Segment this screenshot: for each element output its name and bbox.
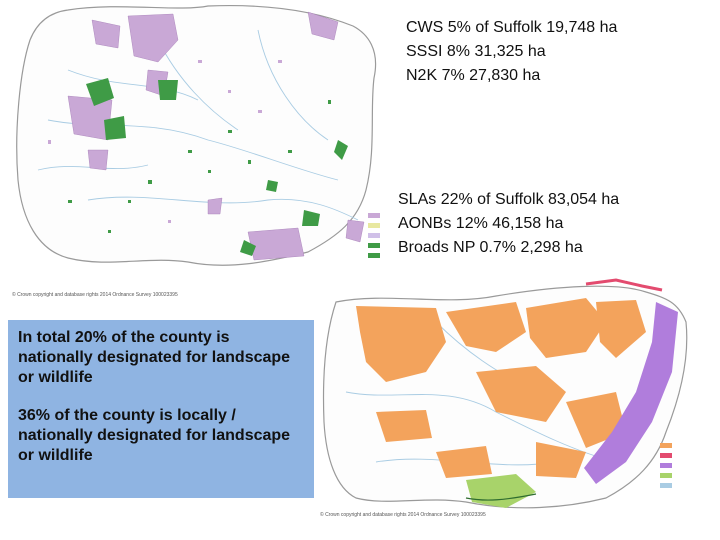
stat-slas: SLAs 22% of Suffolk 83,054 ha: [398, 191, 620, 208]
broads-edge-river: [465, 493, 537, 501]
wildlife-designations-map: [16, 4, 377, 266]
aonb-areas: [584, 302, 678, 484]
sssi-sites: [86, 78, 348, 256]
wildlife-stats: CWS 5% of Suffolk 19,748 ha SSSI 8% 31,3…: [406, 16, 617, 88]
summary-national: In total 20% of the county is nationally…: [18, 329, 291, 386]
landscape-designations-map: [322, 278, 688, 509]
landscape-stats: SLAs 22% of Suffolk 83,054 ha AONBs 12% …: [398, 188, 619, 260]
map-legend-bottom: [660, 440, 674, 490]
summary-local-national: 36% of the county is locally / nationall…: [18, 407, 291, 464]
broads-edge: [585, 278, 663, 292]
cws-sites: [67, 11, 365, 261]
stat-broads: Broads NP 0.7% 2,298 ha: [398, 239, 583, 256]
map-credit-bottom: © Crown copyright and database rights 20…: [320, 512, 486, 518]
rivers-top: [37, 29, 359, 221]
stat-sssi: SSSI 8% 31,325 ha: [406, 43, 546, 60]
map-legend-top: [368, 210, 382, 260]
map-credit-top: © Crown copyright and database rights 20…: [12, 292, 178, 298]
summary-box: In total 20% of the county is nationally…: [8, 320, 314, 498]
stat-cws: CWS 5% of Suffolk 19,748 ha: [406, 19, 618, 36]
stat-aonbs: AONBs 12% 46,158 ha: [398, 215, 564, 232]
stat-n2k: N2K 7% 27,830 ha: [406, 67, 541, 84]
small-sites: [48, 60, 331, 233]
county-outline-top: [16, 4, 377, 266]
